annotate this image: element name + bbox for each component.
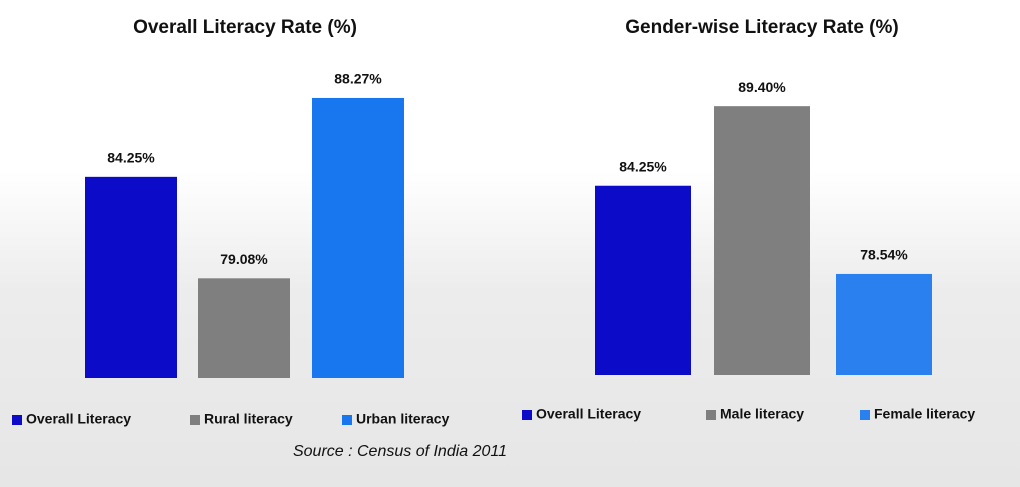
legend-label: Overall Literacy <box>26 411 131 427</box>
legend-swatch <box>342 415 352 425</box>
source: Source : Census of India 2011 <box>293 443 507 460</box>
legend-label: Female literacy <box>874 406 975 422</box>
data-label: 89.40% <box>738 79 786 95</box>
data-label: 84.25% <box>619 158 667 174</box>
chart-title: Gender-wise Literacy Rate (%) <box>625 17 898 38</box>
data-label: 84.25% <box>107 150 155 166</box>
data-label: 88.27% <box>334 71 382 87</box>
legend-label: Rural literacy <box>204 411 293 427</box>
legend-swatch <box>190 415 200 425</box>
legend-label: Overall Literacy <box>536 406 641 422</box>
legend-swatch <box>860 410 870 420</box>
bar <box>198 278 290 378</box>
legend-swatch <box>12 415 22 425</box>
bar <box>714 106 810 376</box>
legend-swatch <box>522 410 532 420</box>
data-label: 78.54% <box>860 247 908 263</box>
chart-title: Overall Literacy Rate (%) <box>133 17 357 38</box>
bar <box>312 97 404 379</box>
legend-label: Male literacy <box>720 406 804 422</box>
bar <box>595 185 691 375</box>
legend-swatch <box>706 410 716 420</box>
bar <box>85 176 177 378</box>
bar <box>836 273 932 375</box>
legend-label: Urban literacy <box>356 411 450 427</box>
data-label: 79.08% <box>220 251 268 267</box>
